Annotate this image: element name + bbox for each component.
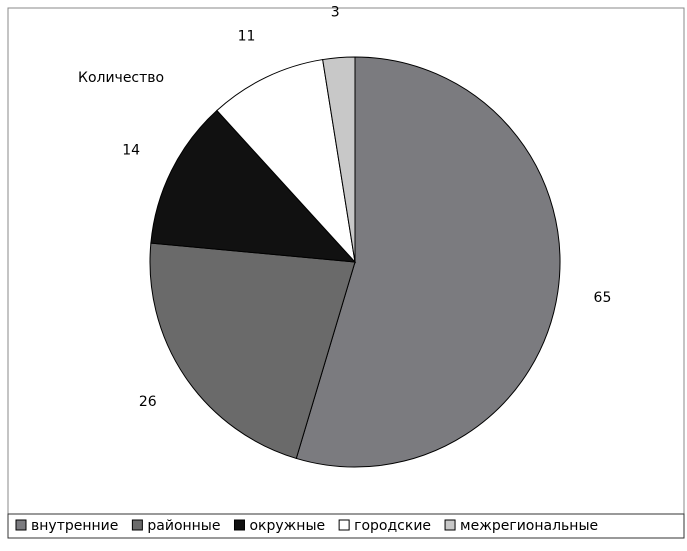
pie-slice bbox=[216, 58, 356, 264]
legend-label: городские bbox=[354, 518, 431, 534]
legend-label: окружные bbox=[249, 518, 325, 534]
pie-slice bbox=[295, 56, 561, 468]
data-label: 26 bbox=[139, 394, 157, 410]
legend-swatch bbox=[233, 519, 245, 531]
legend-swatch bbox=[444, 519, 456, 531]
legend-swatch bbox=[338, 519, 350, 531]
legend-swatch bbox=[15, 519, 27, 531]
legend-label: межрегиональные bbox=[460, 518, 598, 534]
legend-label: районные bbox=[147, 518, 220, 534]
legend-swatch bbox=[131, 519, 143, 531]
data-label: 11 bbox=[238, 29, 256, 45]
pie-slice bbox=[149, 242, 356, 460]
pie-slice bbox=[150, 109, 357, 263]
chart-title: Количество bbox=[78, 70, 164, 86]
data-label: 3 bbox=[331, 5, 340, 21]
pie-slice bbox=[322, 56, 356, 263]
data-label: 14 bbox=[122, 143, 140, 159]
data-label: 65 bbox=[594, 290, 612, 306]
legend-label: внутренние bbox=[31, 518, 118, 534]
